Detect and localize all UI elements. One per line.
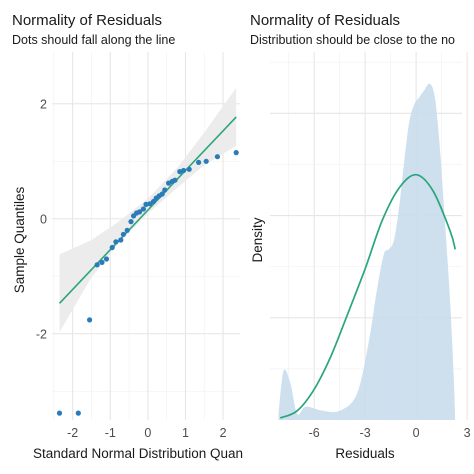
qq-x-tick-label: -2 xyxy=(67,426,78,440)
qq-y-tick-label: 0 xyxy=(40,212,47,226)
qq-point xyxy=(94,262,100,268)
density-x-tick-label: 3 xyxy=(464,426,471,440)
qq-point xyxy=(196,159,202,165)
qq-point xyxy=(56,410,63,416)
qq-point xyxy=(172,177,178,183)
right-chart-subtitle: Distribution should be close to the no xyxy=(250,33,455,47)
density-x-tick-label: -6 xyxy=(309,426,320,440)
qq-point xyxy=(109,244,115,251)
left-chart-subtitle: Dots should fall along the line xyxy=(12,33,175,47)
qq-point xyxy=(75,410,81,416)
qq-point xyxy=(181,167,187,174)
qq-point xyxy=(103,256,110,262)
qq-y-tick-labels: -2 0 2 xyxy=(36,97,47,341)
qq-point xyxy=(140,206,146,212)
qq-point xyxy=(214,154,220,160)
qq-point xyxy=(124,227,130,233)
qq-points xyxy=(56,150,239,416)
qq-x-tick-label: 1 xyxy=(182,426,189,440)
qq-y-tick-label: -2 xyxy=(36,327,47,341)
qq-point xyxy=(128,219,134,225)
right-chart-title: Normality of Residuals xyxy=(250,12,400,29)
qq-point xyxy=(113,239,119,245)
qq-y-tick-label: 2 xyxy=(40,97,47,111)
density-y-axis-label: Density xyxy=(250,217,265,262)
qq-x-tick-label: 0 xyxy=(144,426,151,440)
density-x-tick-label: -3 xyxy=(360,426,371,440)
qq-point xyxy=(147,201,153,207)
qq-point xyxy=(87,317,93,323)
qq-point xyxy=(186,166,192,172)
qq-gridlines xyxy=(52,52,240,420)
qq-point xyxy=(120,231,126,237)
qq-x-tick-label: -1 xyxy=(105,426,116,440)
density-x-tick-label: 0 xyxy=(413,426,420,440)
qq-point xyxy=(118,237,124,243)
qq-point xyxy=(203,158,209,164)
qq-point xyxy=(159,191,165,197)
qq-point xyxy=(162,187,168,193)
qq-y-axis-label: Sample Quantiles xyxy=(12,186,27,293)
qq-point xyxy=(137,209,143,215)
qq-point xyxy=(99,259,105,265)
qq-x-tick-label: 2 xyxy=(220,426,227,440)
normal-curve xyxy=(279,173,457,419)
left-chart-title: Normality of Residuals xyxy=(12,12,162,29)
density-x-tick-labels: -6 -3 0 3 xyxy=(309,426,471,440)
density-area xyxy=(278,83,456,420)
density-x-axis-label: Residuals xyxy=(335,446,395,461)
qq-reference-line xyxy=(58,116,237,304)
qq-point xyxy=(233,150,239,156)
qq-x-tick-labels: -2 -1 0 1 2 xyxy=(67,426,226,440)
qq-x-axis-label: Standard Normal Distribution Quan xyxy=(33,446,243,461)
